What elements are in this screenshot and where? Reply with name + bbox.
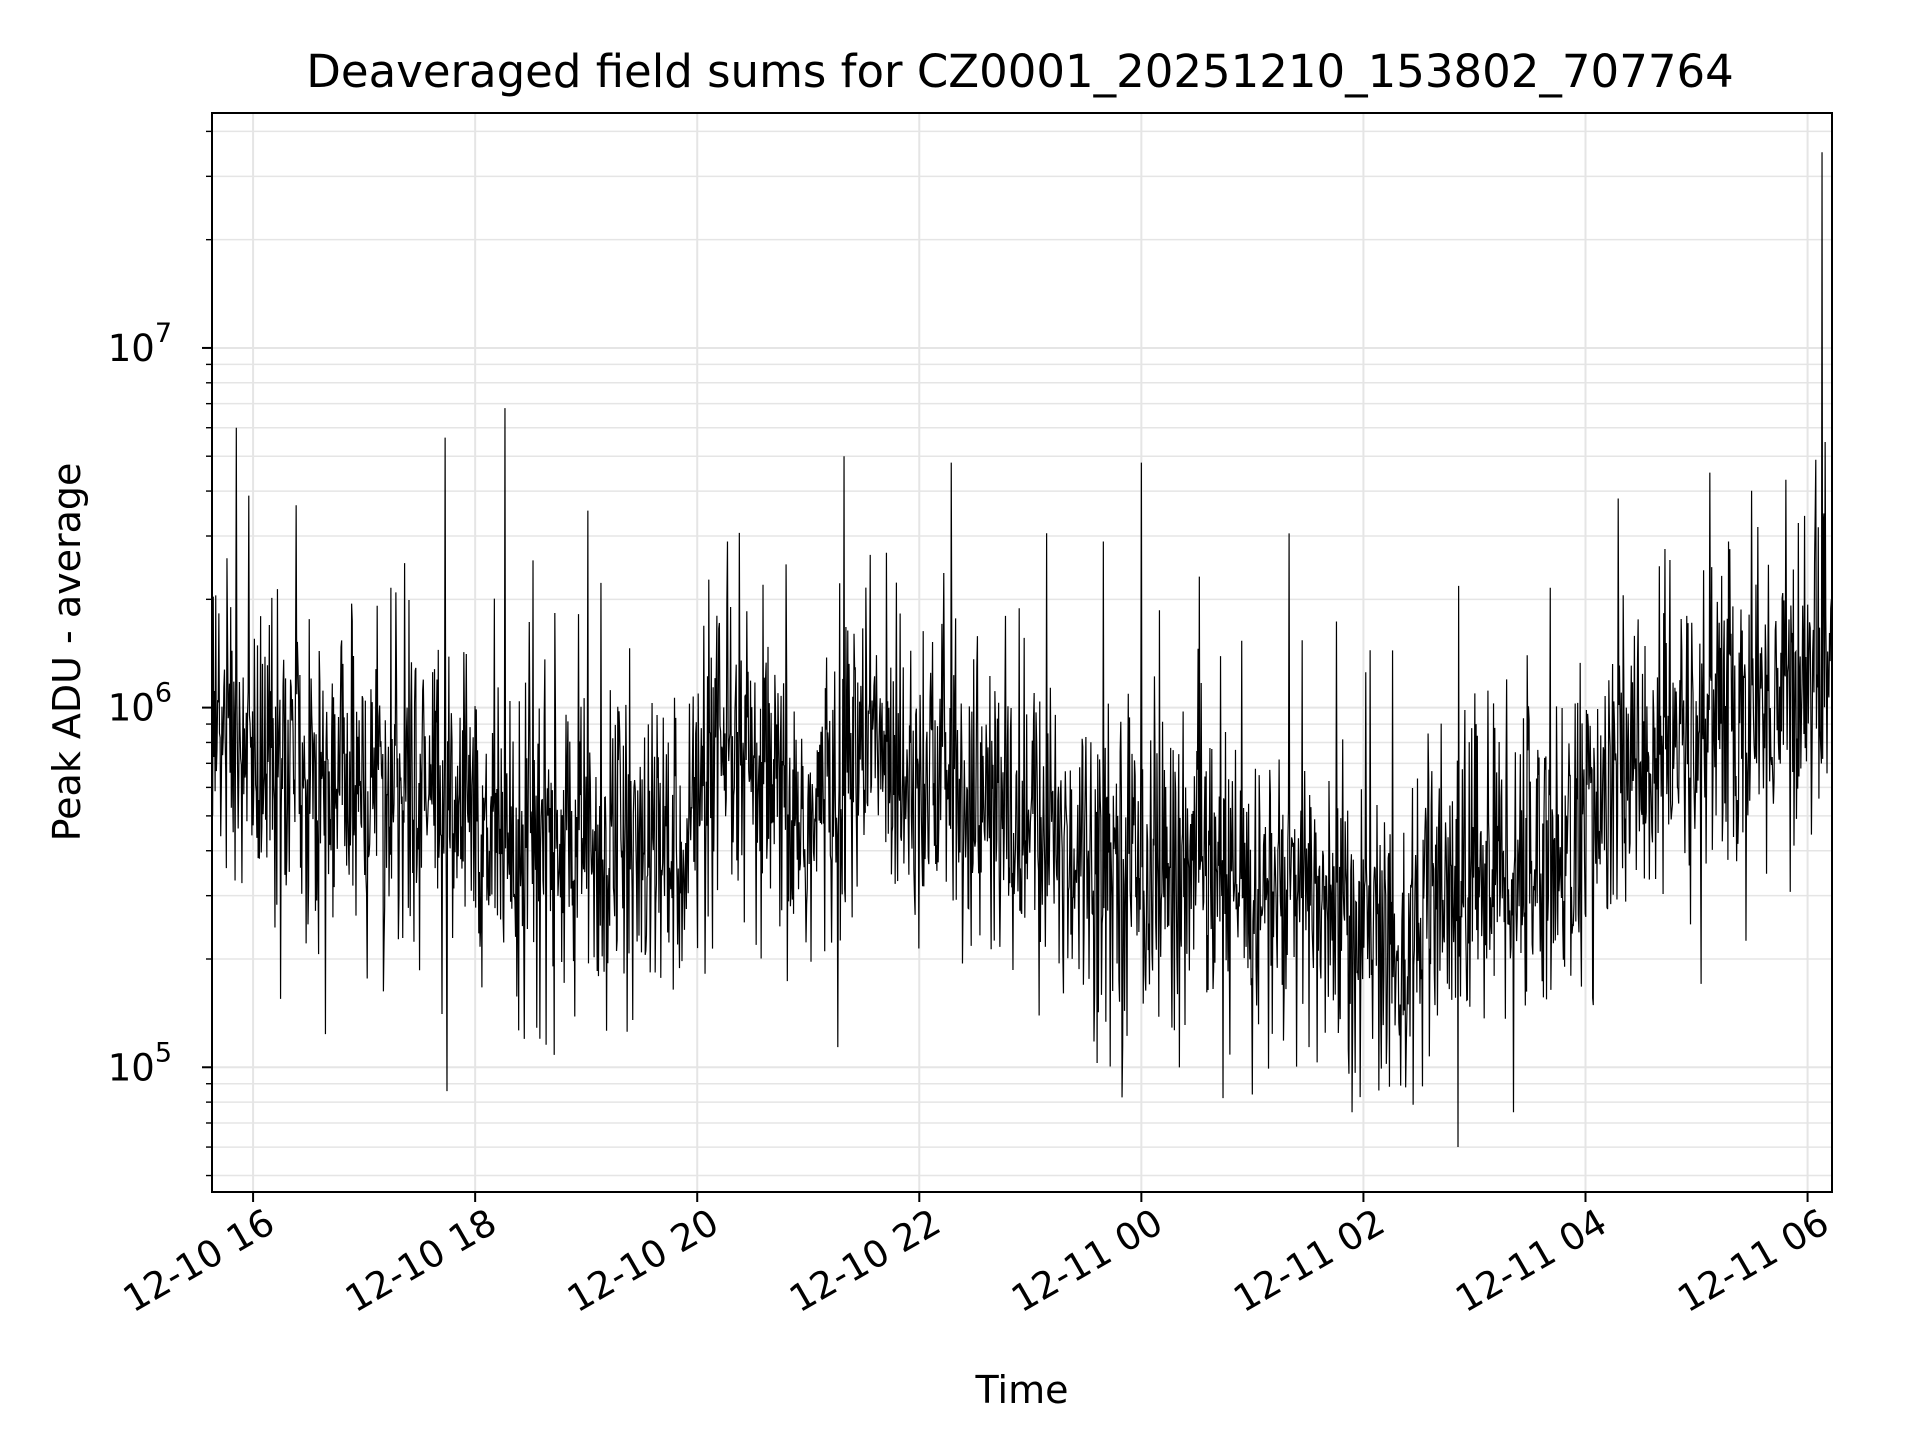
- y-tick-label: 106: [108, 678, 172, 730]
- y-tick-label: 107: [108, 318, 172, 370]
- x-axis-label: Time: [975, 1368, 1069, 1412]
- y-axis: 105 106 107: [108, 130, 212, 1177]
- series-group: [211, 152, 1833, 1148]
- y-axis-label: Peak ADU - average: [45, 463, 89, 842]
- plot-frame: [211, 112, 1833, 1193]
- y-tick-label: 105: [108, 1037, 172, 1089]
- chart-title: Deaveraged field sums for CZ0001_2025121…: [306, 45, 1733, 98]
- series-line: [211, 152, 1833, 1148]
